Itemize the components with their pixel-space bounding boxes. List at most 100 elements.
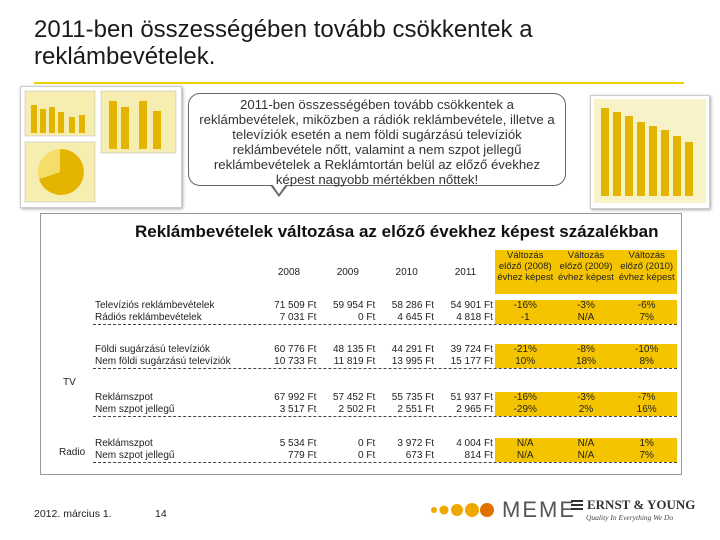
footer-date: 2012. március 1. xyxy=(34,508,112,520)
cell-amount: 0 Ft xyxy=(358,438,376,449)
header-change: Változás előző (2009) évhez képest xyxy=(555,250,617,294)
cell-amount: 0 Ft xyxy=(358,450,376,461)
row-label: Rádiós reklámbevételek xyxy=(95,312,202,323)
cell-amount: 55 735 Ft xyxy=(391,392,435,403)
group-label-radio: Radio xyxy=(59,447,86,458)
thumbnail-chart-right xyxy=(590,95,710,209)
cell-amount: 58 286 Ft xyxy=(391,300,435,311)
cell-change: 16% xyxy=(616,404,678,416)
group-label-tv: TV xyxy=(63,377,76,388)
cell-change: -7% xyxy=(616,392,678,404)
header-year: 2009 xyxy=(336,266,359,278)
revenue-table: Reklámbevételek változása az előző évekh… xyxy=(40,213,682,475)
row-label: Reklámszpot xyxy=(95,392,153,403)
callout-box: 2011-ben összességében tovább csökkentek… xyxy=(188,93,566,187)
cell-change: 10% xyxy=(494,356,556,368)
meme-dots-icon xyxy=(431,503,494,517)
cell-change: -10% xyxy=(616,344,678,356)
cell-change: 8% xyxy=(616,356,678,368)
table-title: Reklámbevételek változása az előző évekh… xyxy=(135,222,659,241)
cell-amount: 11 819 Ft xyxy=(333,356,376,367)
ernst-young-logo: ERNST & YOUNG Quality In Everything We D… xyxy=(570,497,700,522)
table-row: Reklámszpot 67 992 Ft 57 452 Ft 55 735 Ft 51… xyxy=(93,392,678,404)
cell-change: -1 xyxy=(494,312,556,324)
table-row: Nem földi sugárzású televíziók 10 733 Ft 1… xyxy=(93,356,678,368)
cell-amount: 2 965 Ft xyxy=(456,404,493,415)
cell-amount: 48 135 Ft xyxy=(332,344,376,355)
table-row: Televíziós reklámbevételek 71 509 Ft 59 95… xyxy=(93,300,678,312)
cell-amount: 2 502 Ft xyxy=(338,404,376,415)
cell-amount: 0 Ft xyxy=(358,312,376,323)
row-label: Televíziós reklámbevételek xyxy=(95,300,215,311)
cell-amount: 67 992 Ft xyxy=(274,392,317,403)
cell-amount: 7 031 Ft xyxy=(279,312,317,323)
table-row: Nem szpot jellegű 779 Ft 0 Ft 673 Ft 814 Ft N… xyxy=(93,450,678,462)
page-number: 14 xyxy=(155,508,167,520)
row-divider xyxy=(93,368,677,369)
table-header-row: 2008 2009 2010 2011 Változás előző (2008… xyxy=(93,250,678,294)
cell-amount: 39 724 Ft xyxy=(450,344,493,355)
cell-change: -16% xyxy=(494,392,556,404)
title-underline xyxy=(34,82,684,84)
cell-change: 1% xyxy=(616,438,678,450)
cell-amount: 814 Ft xyxy=(464,450,493,461)
cell-change: N/A xyxy=(555,450,617,462)
cell-change: 7% xyxy=(616,312,678,324)
table-row: Nem szpot jellegű 3 517 Ft 2 502 Ft 2 551 F… xyxy=(93,404,678,416)
slide-title: 2011-ben összességében tovább csökkentek… xyxy=(34,16,533,70)
cell-amount: 59 954 Ft xyxy=(332,300,376,311)
row-label: Nem földi sugárzású televíziók xyxy=(95,356,231,367)
cell-amount: 54 901 Ft xyxy=(450,300,493,311)
cell-change: N/A xyxy=(555,438,617,450)
row-divider xyxy=(93,324,677,325)
cell-change: -21% xyxy=(494,344,556,356)
cell-change: -3% xyxy=(555,392,617,404)
header-year: 2008 xyxy=(277,266,301,278)
row-divider xyxy=(93,416,677,417)
thumbnail-chart-left xyxy=(20,86,182,208)
ey-tagline: Quality In Everything We Do xyxy=(586,513,674,522)
cell-change: 18% xyxy=(555,356,617,368)
cell-amount: 3 972 Ft xyxy=(397,438,435,449)
cell-change: -16% xyxy=(494,300,556,312)
cell-amount: 57 452 Ft xyxy=(332,392,376,403)
cell-change: N/A xyxy=(494,438,556,450)
row-label: Reklámszpot xyxy=(95,438,153,449)
cell-amount: 673 Ft xyxy=(405,450,435,461)
header-year: 2011 xyxy=(454,266,477,278)
meme-wordmark: MEME xyxy=(502,497,576,522)
cell-amount: 779 Ft xyxy=(288,450,317,461)
cell-amount: 2 551 Ft xyxy=(397,404,435,415)
cell-change: N/A xyxy=(555,312,617,324)
cell-amount: 71 509 Ft xyxy=(274,300,317,311)
cell-amount: 5 534 Ft xyxy=(279,438,317,449)
header-change: Változás előző (2010) évhez képest xyxy=(616,250,678,294)
table-row: Földi sugárzású televíziók 60 776 Ft 48 13… xyxy=(93,344,678,356)
table-row: Reklámszpot 5 534 Ft 0 Ft 3 972 Ft 4 004 Ft N… xyxy=(93,438,678,450)
cell-change: N/A xyxy=(494,450,556,462)
row-label: Nem szpot jellegű xyxy=(95,404,175,415)
cell-change: 2% xyxy=(555,404,617,416)
cell-amount: 10 733 Ft xyxy=(274,356,317,367)
cell-change: 7% xyxy=(616,450,678,462)
cell-change: -8% xyxy=(555,344,617,356)
header-year: 2010 xyxy=(395,266,418,278)
meme-logo: MEME xyxy=(430,497,576,523)
row-label: Nem szpot jellegű xyxy=(95,450,175,461)
ey-mark-icon xyxy=(571,500,583,510)
cell-amount: 3 517 Ft xyxy=(279,404,317,415)
cell-amount: 44 291 Ft xyxy=(391,344,435,355)
cell-amount: 15 177 Ft xyxy=(450,356,493,367)
cell-amount: 4 004 Ft xyxy=(456,438,493,449)
header-change: Változás előző (2008) évhez képest xyxy=(494,250,556,294)
cell-amount: 4 645 Ft xyxy=(397,312,435,323)
cell-change: -6% xyxy=(616,300,678,312)
row-label: Földi sugárzású televíziók xyxy=(95,344,211,355)
cell-amount: 4 818 Ft xyxy=(456,312,493,323)
cell-amount: 60 776 Ft xyxy=(274,344,317,355)
table-row: Rádiós reklámbevételek 7 031 Ft 0 Ft 4 645 … xyxy=(93,312,678,324)
cell-change: -3% xyxy=(555,300,617,312)
ey-wordmark: ERNST & YOUNG xyxy=(587,497,696,512)
cell-amount: 51 937 Ft xyxy=(450,392,493,403)
row-divider xyxy=(93,462,677,463)
